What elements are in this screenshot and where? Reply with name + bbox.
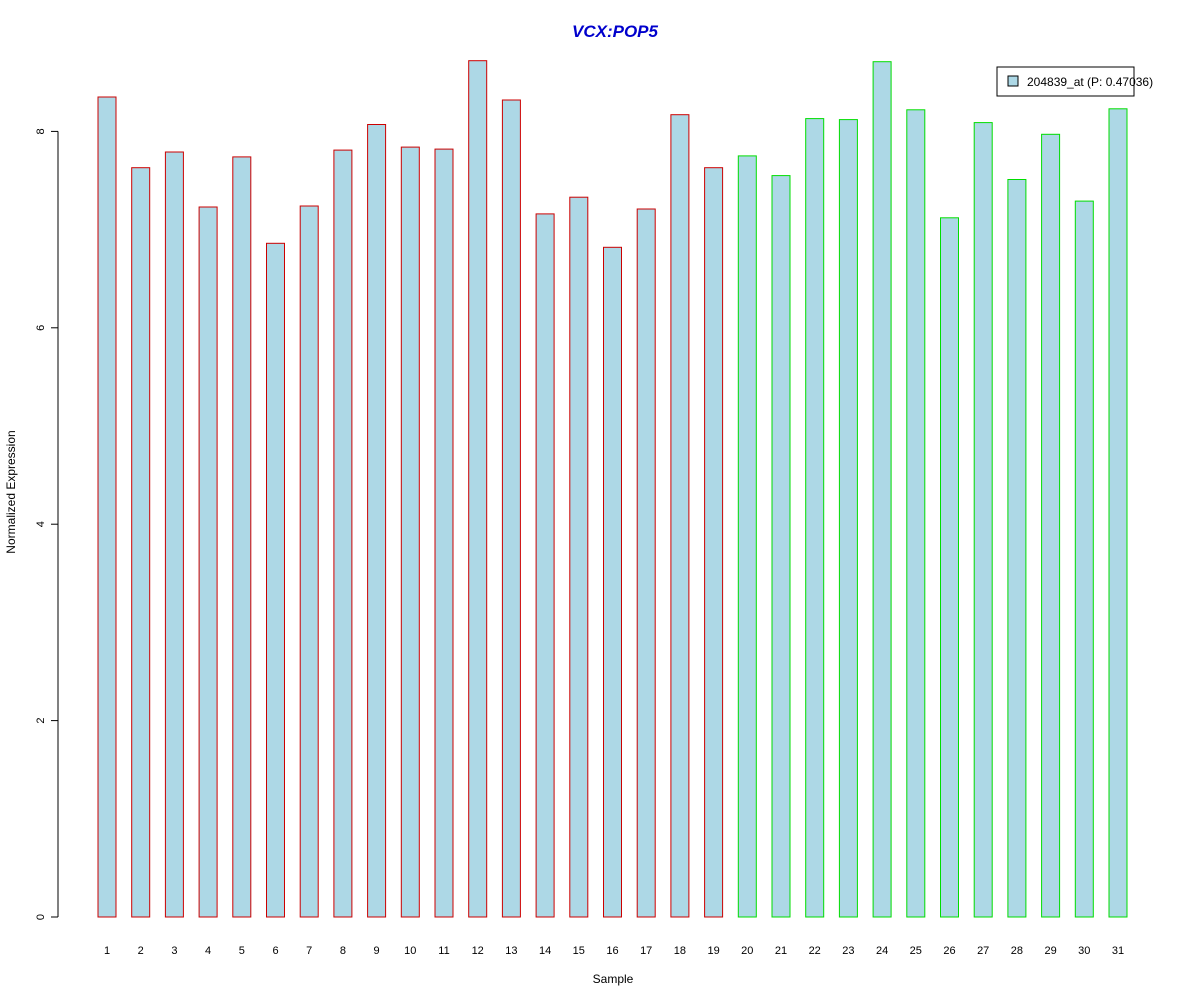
bar-sample-21 — [771, 175, 791, 918]
bar-sample-5 — [232, 156, 252, 918]
y-tick-label: 4 — [35, 521, 47, 527]
x-tick-label: 16 — [606, 945, 618, 957]
x-tick-label: 11 — [438, 945, 449, 957]
bar-sample-18 — [670, 114, 690, 918]
x-axis-tick-labels: 1 2 3 4 5 6 7 8 9 10 11 12 13 14 15 16 17 18 19 20 21 22 23 24 2… — [104, 945, 1124, 957]
bar-sample-8 — [333, 149, 353, 918]
x-tick-label: 2 — [138, 945, 144, 957]
legend-box — [996, 66, 1135, 97]
bar-sample-20 — [737, 155, 757, 918]
chart-title: VCX:POP5 — [572, 22, 659, 41]
x-tick-label: 8 — [340, 945, 346, 957]
x-tick-label: 28 — [1011, 945, 1023, 957]
x-tick-label: 1 — [104, 945, 110, 957]
x-tick-label: 29 — [1044, 945, 1056, 957]
x-tick-label: 4 — [205, 945, 211, 957]
x-tick-label: 21 — [775, 945, 787, 957]
bar-sample-14 — [535, 213, 555, 918]
x-tick-label: 7 — [306, 945, 312, 957]
bars — [97, 60, 1128, 918]
x-tick-label: 18 — [674, 945, 686, 957]
y-tick-label: 6 — [35, 325, 47, 331]
bar-sample-27 — [973, 122, 993, 918]
x-tick-label: 30 — [1078, 945, 1090, 957]
legend-entry: 204839_at (P: 0.47036) — [1027, 75, 1153, 89]
x-tick-label: 23 — [842, 945, 854, 957]
bar-sample-11 — [434, 148, 454, 918]
bar-sample-28 — [1007, 179, 1027, 918]
x-tick-label: 6 — [272, 945, 278, 957]
bar-sample-17 — [636, 208, 656, 918]
x-tick-label: 25 — [910, 945, 922, 957]
x-tick-label: 26 — [943, 945, 955, 957]
x-tick-label: 17 — [640, 945, 652, 957]
bar-sample-10 — [400, 146, 420, 918]
x-tick-label: 10 — [404, 945, 416, 957]
bar-sample-9 — [367, 124, 387, 918]
y-axis-label: Normalized Expression — [4, 430, 18, 553]
y-tick-label: 2 — [35, 718, 47, 724]
legend: 204839_at (P: 0.47036) — [996, 66, 1153, 97]
bar-sample-29 — [1041, 133, 1061, 918]
x-tick-label: 24 — [876, 945, 888, 957]
bar-sample-7 — [299, 205, 319, 918]
bar-sample-1 — [97, 96, 117, 918]
x-tick-label: 5 — [239, 945, 245, 957]
legend-swatch — [1007, 75, 1019, 87]
bar-sample-3 — [164, 151, 184, 918]
x-tick-label: 3 — [171, 945, 177, 957]
y-tick-label: 8 — [35, 128, 47, 134]
x-tick-label: 31 — [1112, 945, 1124, 957]
x-axis-label: Sample — [593, 972, 634, 986]
x-tick-label: 14 — [539, 945, 551, 957]
bar-sample-25 — [906, 109, 926, 918]
bar-sample-23 — [838, 119, 858, 918]
x-tick-label: 19 — [707, 945, 719, 957]
bar-sample-19 — [704, 167, 724, 918]
bar-sample-16 — [603, 246, 622, 918]
bar-sample-2 — [131, 167, 151, 918]
bar-sample-30 — [1074, 200, 1094, 918]
y-tick-label: 0 — [35, 914, 47, 920]
bar-sample-12 — [468, 60, 488, 918]
bar-sample-6 — [266, 242, 285, 918]
bar-sample-22 — [805, 118, 825, 918]
x-tick-label: 20 — [741, 945, 753, 957]
x-tick-label: 15 — [573, 945, 585, 957]
bar-sample-31 — [1108, 108, 1128, 918]
x-tick-label: 27 — [977, 945, 989, 957]
x-tick-label: 12 — [472, 945, 484, 957]
bar-sample-4 — [198, 206, 218, 918]
x-tick-label: 13 — [505, 945, 517, 957]
bar-sample-24 — [872, 61, 892, 918]
x-tick-label: 9 — [374, 945, 380, 957]
bar-sample-15 — [569, 196, 589, 918]
bar-sample-26 — [940, 217, 959, 918]
bar-sample-13 — [501, 99, 521, 918]
y-axis: 0 2 4 6 8 — [35, 128, 59, 920]
x-tick-label: 22 — [809, 945, 821, 957]
